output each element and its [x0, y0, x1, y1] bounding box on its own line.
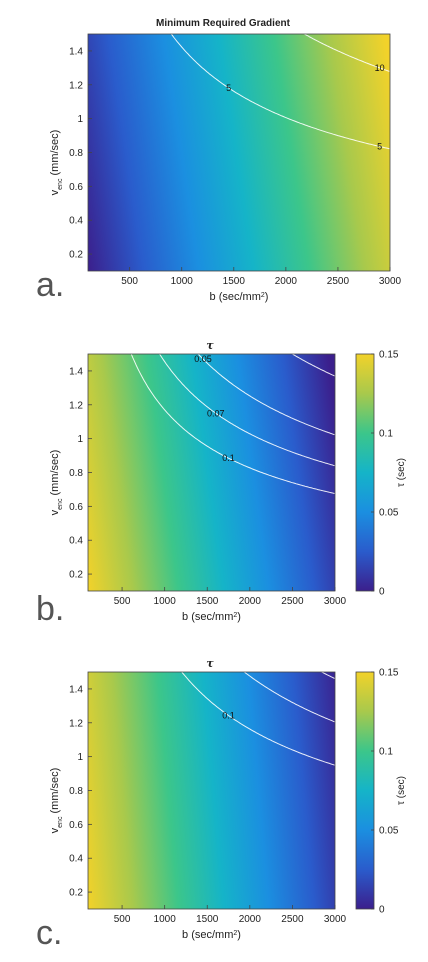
x-axis-label: b (sec/mm2): [182, 611, 241, 623]
x-tick-label: 3000: [379, 276, 402, 287]
colorbar-tick-label: 0: [379, 905, 385, 916]
contour-line: [291, 354, 335, 377]
y-tick-label: 1: [77, 752, 83, 763]
colorbar-label: τ (sec): [396, 458, 407, 487]
x-tick-label: 1000: [154, 596, 177, 607]
contour-label: 0.07: [207, 408, 225, 418]
x-tick-label: 1500: [196, 596, 219, 607]
y-tick-label: 1.2: [69, 718, 83, 729]
x-axis-label: b (sec/mm2): [182, 929, 241, 941]
contour-label: 0.1: [222, 711, 235, 721]
heatmap-fill: [88, 34, 390, 271]
colorbar-tick-label: 0.15: [379, 668, 399, 679]
y-tick-label: 0.4: [69, 854, 83, 865]
y-tick-label: 0.4: [69, 216, 83, 227]
colorbar-scale: [355, 353, 375, 592]
x-tick-label: 1500: [223, 276, 246, 287]
colorbar-label: τ (sec): [396, 776, 407, 805]
y-tick-label: 1.4: [69, 366, 83, 377]
colorbar-tick-label: 0.05: [379, 508, 399, 519]
contour-label: 5: [377, 141, 382, 151]
colorbar-tick-label: 0.1: [379, 429, 393, 440]
contour-label: 0.1: [222, 453, 235, 463]
y-axis-label: venc (mm/sec): [49, 768, 64, 834]
contour-line: [130, 354, 335, 494]
x-tick-label: 2000: [239, 914, 262, 925]
y-tick-label: 0.2: [69, 570, 83, 581]
contour-line: [303, 34, 390, 72]
y-tick-label: 0.6: [69, 182, 83, 193]
x-tick-label: 2500: [327, 276, 350, 287]
x-tick-label: 1500: [196, 914, 219, 925]
colorbar: 0 0.05 0.1 0.15 τ (sec): [355, 668, 407, 916]
heatmap-fill: [88, 672, 335, 909]
x-tick-label: 2000: [275, 276, 298, 287]
y-tick-label: 0.8: [69, 786, 83, 797]
panel-letter: c.: [36, 914, 62, 952]
x-tick-label: 1000: [154, 914, 177, 925]
panel-b: τ b. 0.05 0.07 0.1 500 1000 1500 2000 2500 3000 0…: [36, 339, 407, 628]
panel-c: τ c. 0.1 500 1000 1500 2000 2500 3000 0.2 0.4 0.6…: [36, 657, 407, 952]
contour-label: 0.05: [194, 354, 212, 364]
colorbar-scale: [355, 671, 375, 910]
contour-line: [181, 672, 335, 766]
colorbar: 0 0.05 0.1 0.15 τ (sec): [355, 350, 407, 598]
colorbar-tick-label: 0.05: [379, 826, 399, 837]
y-tick-label: 0.6: [69, 502, 83, 513]
x-tick-label: 500: [121, 276, 138, 287]
x-tick-label: 2500: [281, 914, 304, 925]
contour-label: 5: [226, 83, 231, 93]
chart-title: τ: [206, 657, 214, 670]
panel-letter: a.: [36, 266, 64, 304]
y-tick-label: 1: [77, 114, 83, 125]
y-tick-label: 1.2: [69, 80, 83, 91]
colorbar-tick-label: 0.1: [379, 747, 393, 758]
contour-line: [197, 354, 335, 436]
panel-a: Minimum Required Gradient a. 5 5 10 500 1000…: [36, 18, 402, 304]
x-axis-label: b (sec/mm2): [210, 291, 269, 303]
chart-title: τ: [206, 339, 214, 352]
y-tick-label: 0.4: [69, 536, 83, 547]
y-tick-label: 0.6: [69, 820, 83, 831]
x-tick-label: 3000: [324, 914, 347, 925]
y-tick-label: 1.4: [69, 684, 83, 695]
colorbar-tick-label: 0: [379, 587, 385, 598]
x-tick-label: 2500: [281, 596, 304, 607]
y-axis-label: venc (mm/sec): [49, 130, 64, 196]
heatmap-fill: [88, 354, 335, 591]
y-tick-label: 0.8: [69, 148, 83, 159]
y-tick-label: 1.2: [69, 400, 83, 411]
y-tick-label: 0.2: [69, 888, 83, 899]
chart-title: Minimum Required Gradient: [156, 18, 291, 29]
contour-line: [158, 354, 335, 467]
colorbar-tick-label: 0.15: [379, 350, 399, 361]
x-tick-label: 500: [114, 596, 131, 607]
x-tick-label: 2000: [239, 596, 262, 607]
contour-line: [170, 34, 390, 150]
x-tick-label: 500: [114, 914, 131, 925]
contour-label: 10: [375, 63, 385, 73]
y-axis-label: venc (mm/sec): [49, 450, 64, 516]
x-tick-label: 3000: [324, 596, 347, 607]
y-tick-label: 1.4: [69, 46, 83, 57]
y-tick-label: 0.2: [69, 250, 83, 261]
y-tick-label: 1: [77, 434, 83, 445]
contour-line: [243, 672, 335, 723]
x-tick-label: 1000: [171, 276, 194, 287]
y-tick-label: 0.8: [69, 468, 83, 479]
panel-letter: b.: [36, 590, 64, 628]
